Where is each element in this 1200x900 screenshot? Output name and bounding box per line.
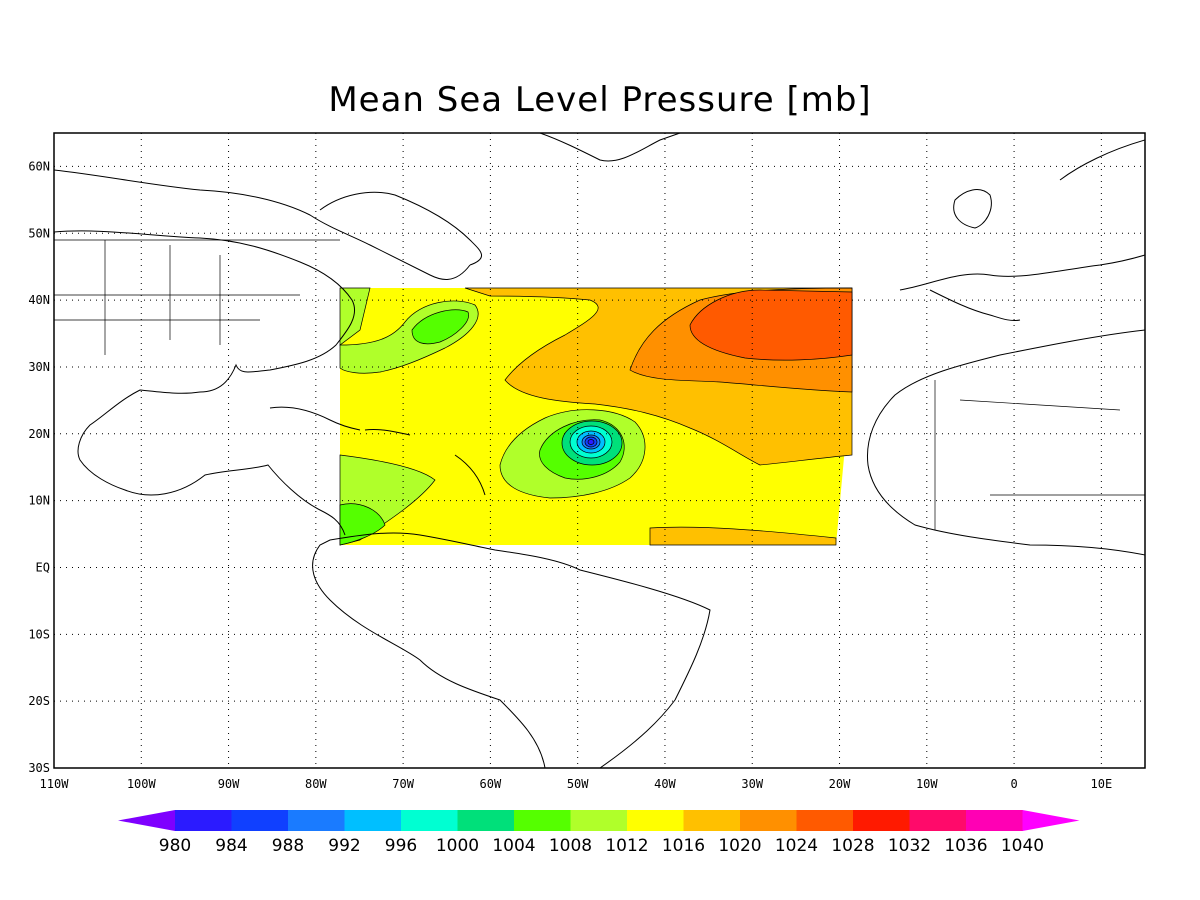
coastlines [54, 133, 1145, 768]
lon-tick-label: 110W [40, 777, 70, 791]
coastline-north-america [54, 230, 356, 536]
longitude-labels: 110W 100W 90W 80W 70W 60W 50W 40W 30W 20W 10W 0 10E [40, 777, 1113, 791]
colorbar-segment [966, 810, 1023, 831]
pressure-band-1016-1020-south [649, 526, 837, 546]
lon-tick-label: 10W [916, 777, 938, 791]
coastline-greenland [539, 133, 681, 162]
colorbar-level-label: 1028 [831, 836, 874, 856]
colorbar-level-label: 980 [159, 836, 191, 856]
colorbar-level-label: 1040 [1001, 836, 1044, 856]
lat-tick-label: 30S [28, 761, 50, 775]
colorbar-min-triangle [118, 810, 175, 831]
pressure-field [339, 287, 853, 546]
coastline-labrador [319, 191, 482, 266]
coastline-hispaniola [364, 429, 411, 436]
lon-tick-label: 10E [1091, 777, 1113, 791]
lon-tick-label: 40W [654, 777, 676, 791]
coastline-africa [866, 329, 1145, 556]
colorbar-level-label: 1004 [492, 836, 535, 856]
lon-tick-label: 60W [480, 777, 502, 791]
pressure-band-1024-1028 [689, 289, 853, 361]
lat-tick-label: 10N [28, 494, 50, 508]
colorbar-segment [627, 810, 684, 831]
colorbar-segment [344, 810, 402, 831]
colorbar-level-label: 988 [272, 836, 304, 856]
colorbar-level-label: 1024 [775, 836, 818, 856]
coastline-south-america [312, 532, 711, 768]
colorbar-level-label: 1036 [944, 836, 987, 856]
colorbar-segment [796, 810, 854, 831]
colorbar-level-label: 996 [385, 836, 417, 856]
colorbar-level-label: 1020 [718, 836, 761, 856]
coastline-lesser-antilles [454, 454, 486, 496]
border-line [959, 399, 1121, 411]
colorbar-segment [231, 810, 289, 831]
pressure-band-980-984-low [587, 439, 595, 445]
lat-tick-label: 10S [28, 627, 50, 641]
colorbar-level-label: 1000 [436, 836, 479, 856]
map-frame [53, 132, 1146, 769]
colorbar-segment [570, 810, 628, 831]
colorbar-level-label: 1012 [605, 836, 648, 856]
lat-tick-label: 50N [28, 226, 50, 240]
coastline-uk [953, 189, 992, 229]
colorbar-segment [909, 810, 967, 831]
colorbar-segment [175, 810, 232, 831]
lat-tick-label: 30N [28, 360, 50, 374]
lat-tick-label: 40N [28, 293, 50, 307]
lon-tick-label: 20W [829, 777, 851, 791]
lon-tick-label: 90W [218, 777, 240, 791]
pressure-band-1004-1008-nw [411, 309, 469, 345]
colorbar: 980 984 988 992 996 1000 1004 1008 1012 1016 1020 1… [118, 810, 1080, 856]
colorbar-segment [457, 810, 515, 831]
colorbar-level-label: 1008 [549, 836, 592, 856]
colorbar-segment [288, 810, 345, 831]
colorbar-level-label: 1016 [662, 836, 705, 856]
coastline-iberia [929, 289, 1021, 321]
chart-title: Mean Sea Level Pressure [mb] [328, 80, 872, 120]
colorbar-segment [740, 810, 797, 831]
latitude-labels: 30S 20S 10S EQ 10N 20N 30N 40N 50N 60N [28, 159, 50, 775]
colorbar-level-label: 992 [328, 836, 360, 856]
lon-tick-label: 0 [1010, 777, 1017, 791]
colorbar-segment [401, 810, 458, 831]
lat-tick-label: 60N [28, 159, 50, 173]
lat-tick-label: EQ [36, 560, 50, 574]
pressure-band-1004-1008-sw [339, 503, 386, 546]
lat-tick-label: 20S [28, 694, 50, 708]
coastline-north-america-north [54, 169, 471, 280]
coastline-scandinavia [1059, 139, 1145, 181]
lon-tick-label: 50W [567, 777, 589, 791]
pressure-band-1008-1012-west [339, 287, 371, 346]
lon-tick-label: 30W [741, 777, 763, 791]
political-borders [54, 239, 1145, 530]
colorbar-segment [683, 810, 741, 831]
lat-tick-label: 20N [28, 427, 50, 441]
colorbar-segment [853, 810, 910, 831]
lon-tick-label: 80W [305, 777, 327, 791]
lon-tick-label: 100W [127, 777, 157, 791]
colorbar-max-triangle [1022, 810, 1080, 831]
colorbar-segment [514, 810, 571, 831]
colorbar-level-label: 984 [215, 836, 247, 856]
colorbar-level-label: 1032 [888, 836, 931, 856]
coastline-europe [899, 254, 1145, 291]
coastline-cuba [269, 406, 361, 431]
lon-tick-label: 70W [392, 777, 414, 791]
